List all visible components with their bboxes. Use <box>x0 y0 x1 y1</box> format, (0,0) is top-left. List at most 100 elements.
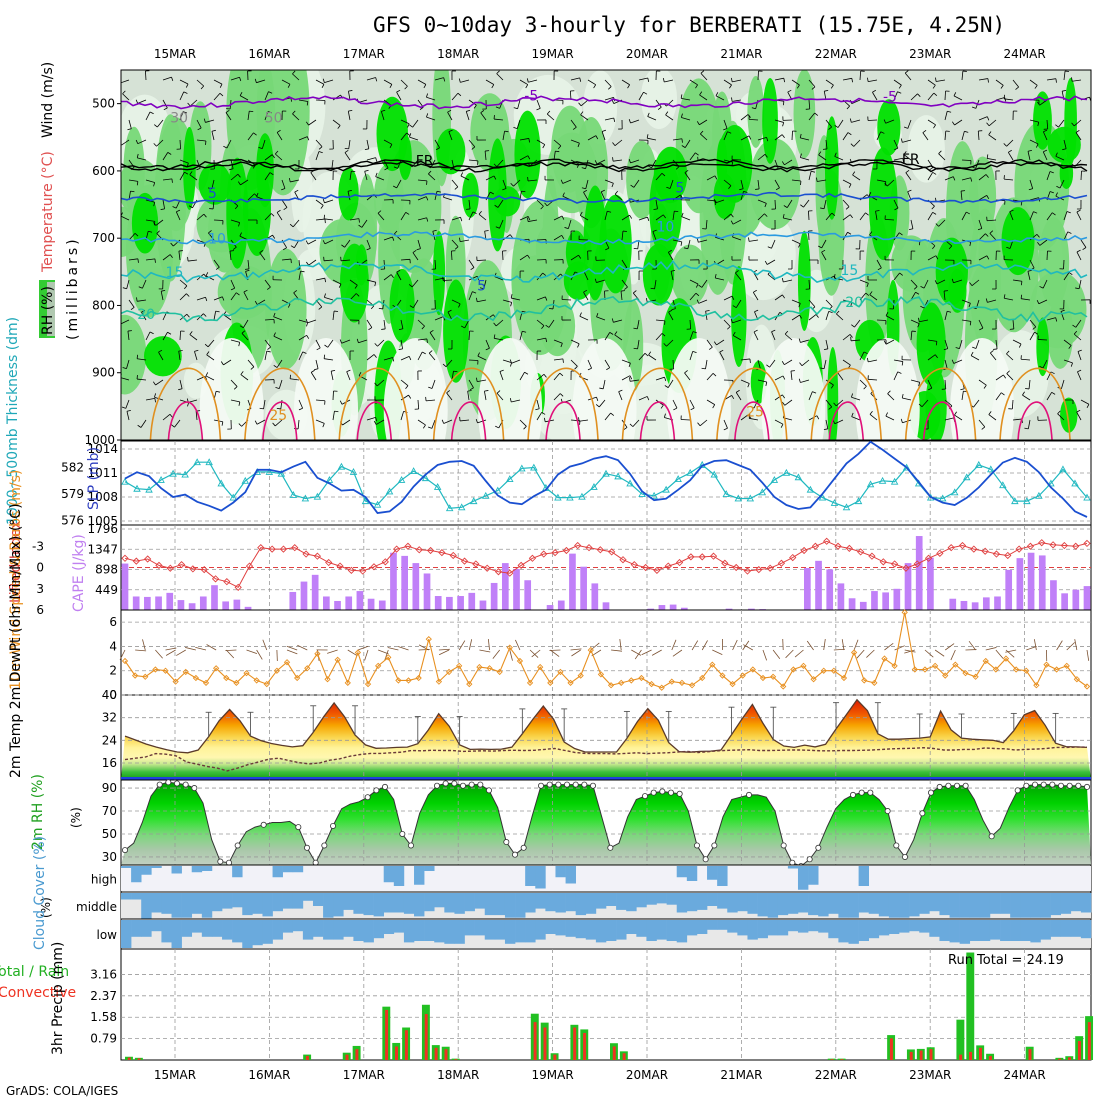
wind-barb-flag <box>969 241 972 247</box>
rh-point <box>303 844 310 851</box>
li-point <box>381 558 389 566</box>
wind-barb-flag <box>671 308 676 311</box>
contour-freezing-2 <box>121 160 1088 173</box>
wind-barb <box>451 92 459 101</box>
surface-wind-barb <box>438 648 450 651</box>
wind-barb <box>910 279 918 287</box>
wind-barb <box>516 119 521 129</box>
wind-barb <box>971 279 980 286</box>
li-point <box>981 547 989 555</box>
rh-line <box>124 781 1088 867</box>
wind-barb <box>247 111 250 121</box>
wind-barb-flag <box>300 270 305 273</box>
rh-point <box>815 844 822 851</box>
wind-barb-flag <box>348 110 353 112</box>
thickness-point <box>794 473 803 481</box>
wind-barb-flag <box>287 84 291 88</box>
cloud-cover-bar <box>302 893 314 901</box>
wind-barb-flag <box>429 329 434 333</box>
wind-barb <box>837 372 844 381</box>
ylabel-wind10m: 10m Wind Speed & Barbs (m/s) <box>8 470 24 690</box>
wind-barb <box>400 355 410 361</box>
wind-barb-flag <box>647 165 652 169</box>
wind-barb <box>740 191 744 201</box>
thickness-point <box>1071 479 1079 487</box>
surface-wind-barb <box>968 640 976 651</box>
wind-barb <box>376 419 385 425</box>
wind-barb-flag <box>203 213 207 218</box>
thickness-point <box>1059 465 1067 473</box>
wind-barb-flag <box>782 101 785 106</box>
wind-barb <box>315 218 325 221</box>
cape-bar <box>378 600 386 610</box>
wind-barb <box>341 339 351 344</box>
wind-barb-flag <box>419 106 424 110</box>
surface-wind-barb <box>641 649 652 656</box>
wind-speed-point <box>273 667 281 674</box>
wind-barb <box>1004 178 1014 181</box>
li-tick: -3 <box>32 539 44 553</box>
wind-speed-point <box>142 673 149 680</box>
wind-barb-flag <box>1036 234 1040 238</box>
wind-barb <box>636 319 640 329</box>
wind-barb-flag <box>276 209 281 213</box>
wind-barb-flag <box>612 157 614 162</box>
wind-barb-flag <box>377 210 382 214</box>
cape-bar <box>882 592 889 610</box>
wind-barb-flag <box>216 390 221 393</box>
cloud-cover-bar <box>565 893 576 912</box>
wind-barb-flag <box>905 170 910 173</box>
wind-barb <box>434 259 437 270</box>
cape-bar <box>826 569 834 610</box>
contour-30 <box>922 401 959 440</box>
wind-barb-flag <box>753 329 758 333</box>
wind-barb-flag <box>392 236 395 241</box>
wind-speed-point <box>668 678 675 685</box>
cloud-cover-bar <box>717 866 728 886</box>
wind-barb <box>162 152 169 161</box>
wind-barb-flag <box>714 273 717 279</box>
wind-barb <box>853 139 861 147</box>
wind-barb-flag <box>509 398 512 403</box>
cloud-cover-bar <box>434 920 445 943</box>
wind-barb <box>723 179 732 186</box>
wind-barb-flag <box>276 129 281 133</box>
wind-barb-flag <box>1072 324 1077 328</box>
cloud-cover-bar <box>525 920 536 943</box>
li-point <box>890 560 899 568</box>
wind-barb <box>732 219 742 225</box>
wind-barb-flag <box>318 146 323 150</box>
li-point <box>370 563 378 571</box>
rh-unit: (%) <box>69 807 83 828</box>
wind-barb-flag <box>931 205 935 210</box>
wind-barb <box>315 339 321 349</box>
wind-barb-flag <box>225 109 230 113</box>
surface-wind-barb <box>866 649 875 658</box>
wind-barb-flag <box>692 351 697 354</box>
li-point <box>970 545 978 553</box>
wind-speed-point <box>1043 661 1050 668</box>
wind-barb-flag <box>1051 391 1056 395</box>
wind-barb <box>213 79 223 85</box>
wind-barb <box>655 376 665 381</box>
wind-barb <box>910 219 914 229</box>
contour-label: 15 <box>841 263 859 279</box>
li-point <box>347 566 355 574</box>
ylabel-rh: RH (%) <box>40 286 56 335</box>
wind-barb-flag <box>176 209 181 213</box>
cloud-cover-bar <box>454 893 465 914</box>
wind-barb-flag <box>613 117 616 122</box>
wind-barb-flag <box>283 247 287 251</box>
wind-barb <box>128 299 135 308</box>
cloud-cover-bar <box>656 920 667 940</box>
cloud-cover-bar <box>595 893 607 909</box>
wind-barb-flag <box>593 84 597 89</box>
surface-wind-barb <box>515 639 521 651</box>
wind-barb-flag <box>392 185 397 189</box>
thickness-point <box>999 481 1007 489</box>
wind-barb-flag <box>292 70 296 75</box>
wind-barb <box>331 159 334 169</box>
